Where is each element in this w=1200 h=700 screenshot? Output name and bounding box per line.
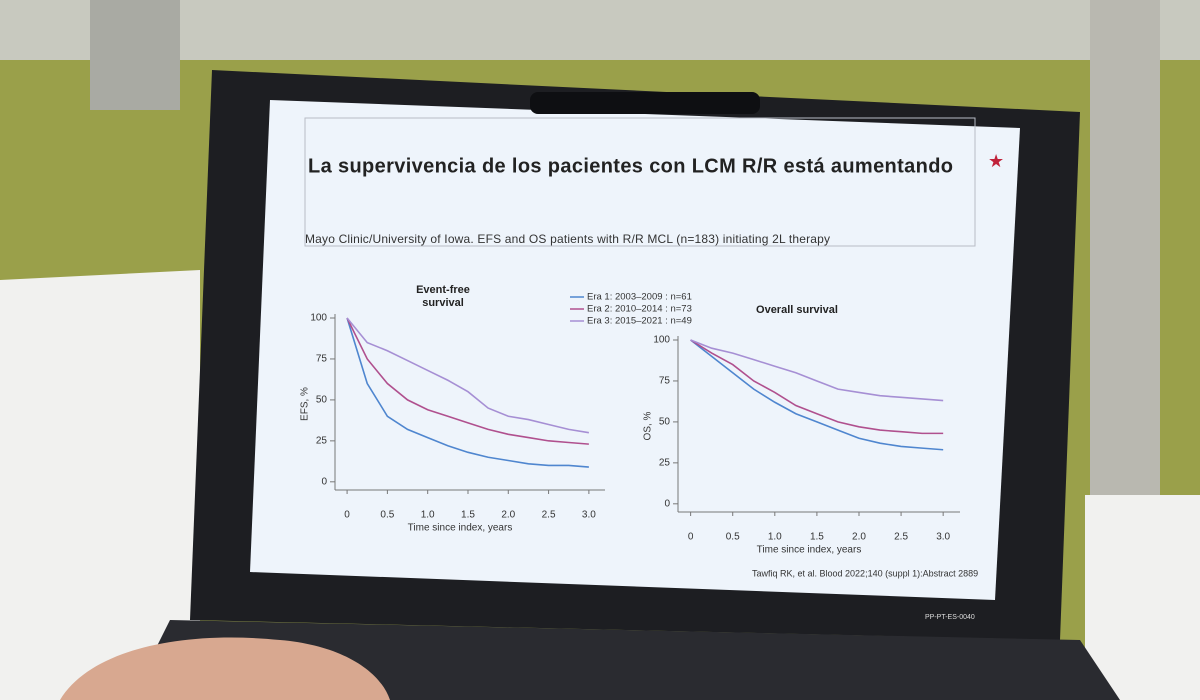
x-tick-label: 1.5 <box>810 532 824 543</box>
pillar <box>1090 0 1160 520</box>
y-tick-label: 100 <box>310 313 327 324</box>
x-axis-label: Time since index, years <box>408 523 513 534</box>
y-axis-label: OS, % <box>643 411 654 440</box>
y-tick-label: 75 <box>316 354 328 365</box>
y-tick-label: 0 <box>321 476 327 487</box>
survival-line <box>690 339 944 451</box>
x-tick-label: 3.0 <box>936 532 950 543</box>
slide-title: La supervivencia de los pacientes con LC… <box>308 155 953 177</box>
survival-line <box>346 317 589 468</box>
title-box <box>304 117 976 247</box>
star: ★ <box>988 151 1004 171</box>
survival-line <box>346 317 589 445</box>
table <box>0 270 200 700</box>
y-tick-label: 50 <box>316 395 328 406</box>
chart-title: Event-free survival <box>416 284 470 309</box>
furniture <box>90 0 180 110</box>
x-tick-label: 2.0 <box>852 532 866 543</box>
x-tick-label: 2.5 <box>542 510 556 521</box>
x-tick-label: 0 <box>344 510 350 521</box>
y-tick-label: 25 <box>316 435 328 446</box>
citation: Tawfiq RK, et al. Blood 2022;140 (suppl … <box>752 568 978 578</box>
slide <box>250 100 1020 600</box>
slide-subtitle: Mayo Clinic/University of Iowa. EFS and … <box>305 232 830 246</box>
webcam-bar <box>530 92 760 114</box>
hand <box>60 637 390 700</box>
x-tick-label: 1.0 <box>768 532 782 543</box>
survival-line <box>346 317 590 434</box>
x-tick-label: 1.0 <box>421 510 435 521</box>
chart-title: Overall survival <box>756 304 838 316</box>
x-tick-label: 2.0 <box>501 510 515 521</box>
y-tick-label: 0 <box>664 498 670 509</box>
y-tick-label: 100 <box>653 335 670 346</box>
legend-label: Era 1: 2003–2009 : n=61 <box>587 292 692 303</box>
table-right <box>1085 495 1200 700</box>
x-tick-label: 2.5 <box>894 532 908 543</box>
x-tick-label: 1.5 <box>461 510 475 521</box>
x-axis-label: Time since index, years <box>757 545 862 556</box>
background-wall <box>0 0 1200 60</box>
slide-code: PP-PT-ES-0040 <box>925 614 975 621</box>
legend-label: Era 3: 2015–2021 : n=49 <box>587 316 692 327</box>
x-tick-label: 0.5 <box>380 510 394 521</box>
x-tick-label: 0 <box>688 532 694 543</box>
y-axis-label: EFS, % <box>300 387 311 421</box>
x-tick-label: 0.5 <box>726 532 740 543</box>
y-tick-label: 50 <box>659 417 671 428</box>
y-tick-label: 25 <box>659 457 671 468</box>
y-tick-label: 75 <box>659 376 671 387</box>
legend-label: Era 2: 2010–2014 : n=73 <box>587 304 692 315</box>
survival-line <box>690 339 944 402</box>
survival-line <box>690 339 944 435</box>
x-tick-label: 3.0 <box>582 510 596 521</box>
